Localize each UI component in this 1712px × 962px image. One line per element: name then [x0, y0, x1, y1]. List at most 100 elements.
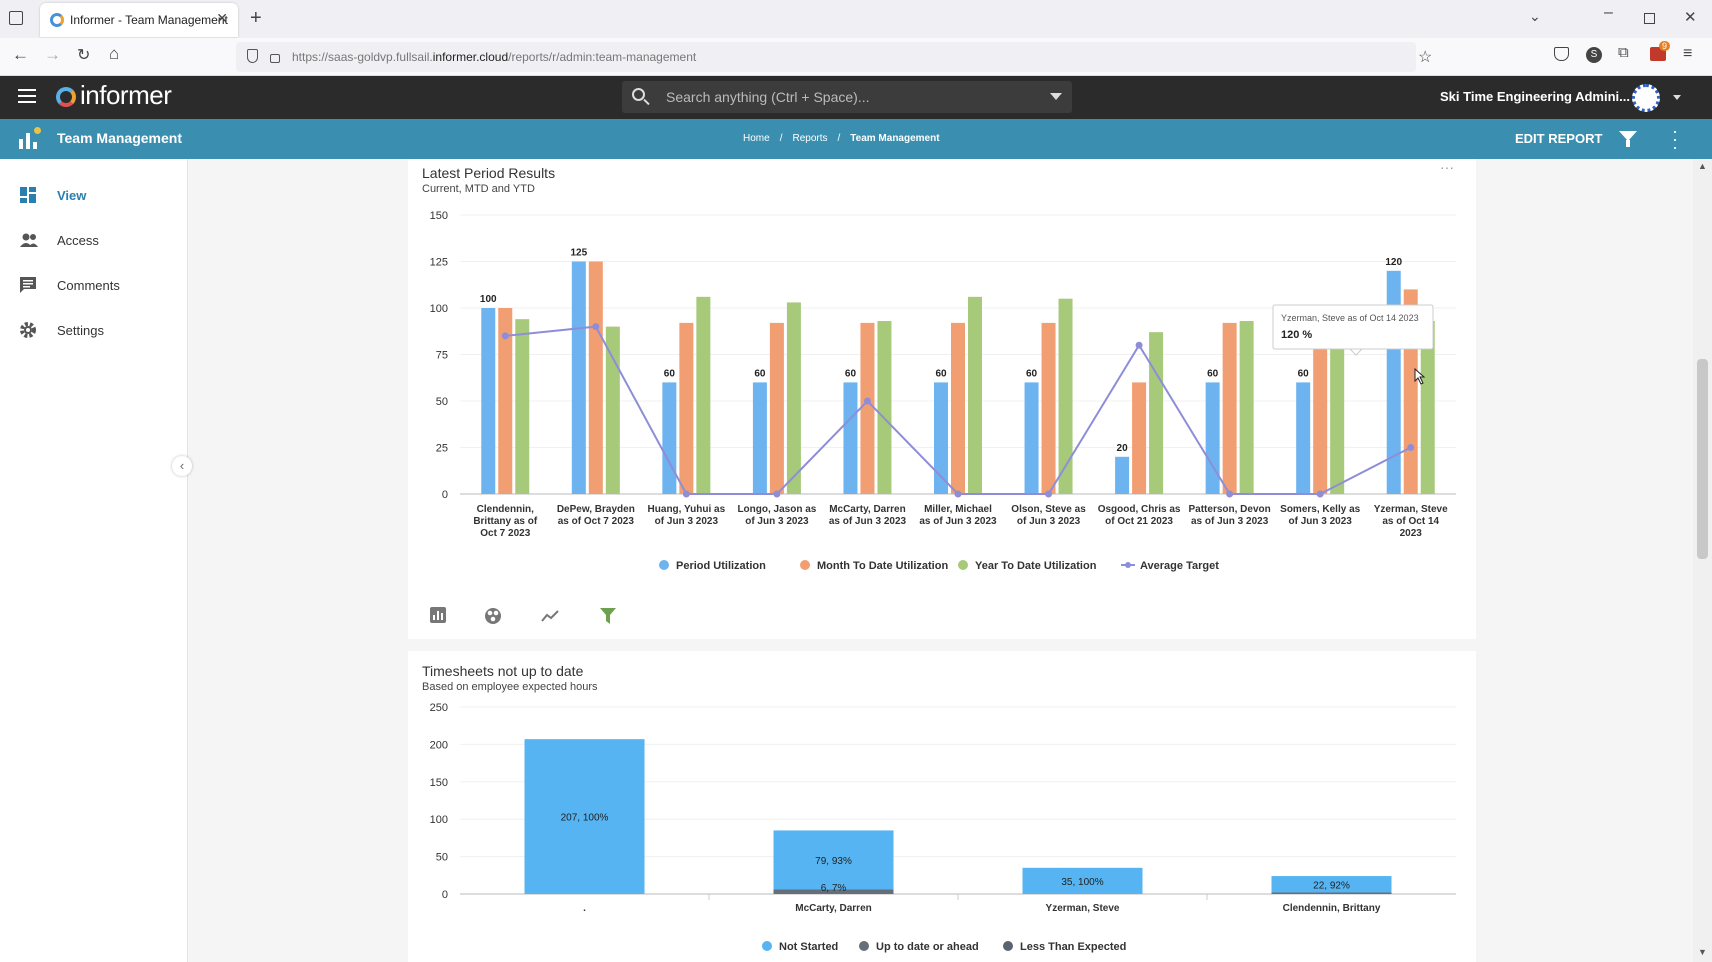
sidebar-item-view[interactable]: View	[0, 177, 187, 213]
address-bar[interactable]: https://saas-goldvp.fullsail.informer.cl…	[236, 42, 1432, 72]
x-tick-label: as of Oct 14	[1382, 516, 1439, 527]
sidebar-item-access[interactable]: Access	[0, 222, 187, 258]
tab-list-icon[interactable]	[9, 11, 23, 25]
not-started-segment	[524, 739, 645, 894]
data-label: 60	[935, 368, 947, 379]
url-text[interactable]: https://saas-goldvp.fullsail.informer.cl…	[292, 50, 697, 64]
restore-icon[interactable]	[1644, 13, 1655, 24]
data-label: 20	[1117, 443, 1129, 454]
chart-subtitle: Current, MTD and YTD	[422, 183, 535, 195]
browser-tab-bar: Informer - Team Management ✕ + ⌄ – ✕	[0, 0, 1712, 38]
hamburger-menu-icon[interactable]	[18, 89, 36, 103]
breadcrumb-current: Team Management	[850, 133, 940, 144]
x-tick-label: as of Jun 3 2023	[919, 516, 997, 527]
lock-icon[interactable]	[270, 54, 280, 63]
y-tick-label: 100	[430, 814, 448, 826]
x-tick-label: 2023	[1400, 528, 1423, 539]
extension-badge-icon[interactable]: 9	[1650, 41, 1671, 61]
period-bar	[571, 261, 586, 494]
average-target-point	[1407, 444, 1415, 451]
back-icon[interactable]: ←	[12, 45, 29, 64]
average-target-point	[1226, 490, 1234, 498]
user-avatar[interactable]	[1632, 84, 1660, 112]
scroll-down-icon[interactable]: ▼	[1698, 947, 1707, 957]
pocket-icon[interactable]	[1554, 47, 1569, 61]
shield-icon[interactable]	[247, 49, 258, 63]
tab-title: Informer - Team Management	[70, 13, 228, 27]
more-options-icon[interactable]: · · ·	[1672, 121, 1678, 157]
x-tick-label: McCarty, Darren	[829, 504, 906, 515]
breadcrumb-home[interactable]: Home	[743, 133, 770, 144]
mtd-bar	[498, 308, 513, 494]
sidebar-item-settings[interactable]: Settings	[0, 312, 187, 348]
scrollbar-thumb[interactable]	[1697, 359, 1708, 559]
ytd-bar	[696, 296, 711, 494]
new-tab-icon[interactable]: +	[250, 7, 262, 29]
trend-line-icon[interactable]	[541, 609, 559, 628]
minimize-icon[interactable]: –	[1604, 4, 1613, 21]
collapse-sidebar-icon[interactable]: ‹	[172, 456, 192, 476]
mouse-cursor-icon	[1414, 367, 1426, 385]
search-input[interactable]: Search anything (Ctrl + Space)...	[666, 89, 870, 105]
tooltip-value: 120 %	[1281, 329, 1312, 341]
period-bar	[1296, 382, 1311, 494]
edit-report-button[interactable]: EDIT REPORT	[1515, 131, 1603, 146]
y-tick-label: 50	[436, 852, 448, 864]
timesheets-card: Timesheets not up to date Based on emplo…	[408, 651, 1476, 962]
mtd-bar	[1041, 322, 1056, 494]
app-menu-icon[interactable]: ≡	[1683, 45, 1693, 62]
data-label: 6, 7%	[821, 883, 847, 894]
card-more-icon[interactable]: ···	[1440, 159, 1454, 175]
funnel-filter-icon[interactable]	[600, 608, 616, 629]
comment-icon	[20, 277, 36, 293]
browser-tab[interactable]: Informer - Team Management ✕	[40, 3, 238, 37]
account-circle-icon[interactable]: S	[1586, 47, 1602, 63]
mtd-bar	[860, 322, 875, 494]
tooltip-arrow	[1348, 348, 1364, 356]
bar-chart-icon[interactable]	[430, 607, 446, 628]
filter-icon[interactable]	[1619, 131, 1637, 141]
search-icon-handle	[643, 98, 650, 106]
tab-overflow-chevron-icon[interactable]: ⌄	[1529, 8, 1541, 24]
x-tick-label: as of Oct 7 2023	[558, 516, 635, 527]
x-tick-label: of Jun 3 2023	[1017, 516, 1081, 527]
x-tick-label: Clendennin, Brittany	[1283, 903, 1381, 914]
scroll-up-icon[interactable]: ▲	[1698, 161, 1707, 171]
legend-label: Up to date or ahead	[876, 941, 979, 953]
legend-marker	[958, 560, 968, 570]
reload-icon[interactable]: ↻	[77, 47, 91, 64]
pie-chart-icon[interactable]	[484, 607, 502, 630]
page-scrollbar[interactable]: ▲ ▼	[1693, 159, 1712, 962]
sidebar: View Access Comments Settings ‹	[0, 159, 192, 962]
informer-logo[interactable]: informer	[56, 80, 172, 111]
home-icon[interactable]: ⌂	[109, 44, 120, 63]
extensions-icon[interactable]: ⧉	[1618, 44, 1629, 61]
data-label: 60	[1298, 368, 1310, 379]
user-name[interactable]: Ski Time Engineering Admini...	[1440, 89, 1630, 104]
user-menu-caret-icon[interactable]	[1673, 95, 1681, 100]
global-search[interactable]: Search anything (Ctrl + Space)...	[622, 81, 1072, 113]
search-dropdown-icon[interactable]	[1050, 93, 1062, 100]
breadcrumb-reports[interactable]: Reports	[792, 133, 828, 144]
filter-icon-stem	[1626, 140, 1630, 147]
report-chart-icon	[17, 127, 41, 149]
legend-label: Month To Date Utilization	[817, 560, 948, 572]
tooltip-title: Yzerman, Steve as of Oct 14 2023	[1281, 313, 1419, 323]
bookmark-star-icon[interactable]: ☆	[1418, 49, 1433, 66]
mtd-bar	[1222, 322, 1237, 494]
average-target-point	[1135, 341, 1143, 349]
up-to-date-segment	[773, 889, 894, 894]
sidebar-item-comments[interactable]: Comments	[0, 267, 187, 303]
close-tab-icon[interactable]: ✕	[216, 10, 228, 26]
y-tick-label: 200	[430, 739, 448, 751]
forward-icon[interactable]: →	[44, 45, 61, 64]
utilization-chart: 0 25 50 75 100 125 150 100 Clendennin,Brittany a…	[430, 210, 1456, 572]
y-tick-label: 100	[430, 303, 448, 315]
close-window-icon[interactable]: ✕	[1684, 9, 1697, 26]
not-started-segment	[1022, 867, 1143, 894]
y-tick-label: 0	[442, 889, 448, 901]
average-target-point	[592, 323, 600, 331]
y-tick-label: 150	[430, 210, 448, 222]
y-tick-label: 50	[436, 396, 448, 408]
x-tick-label: Somers, Kelly as	[1280, 504, 1360, 515]
